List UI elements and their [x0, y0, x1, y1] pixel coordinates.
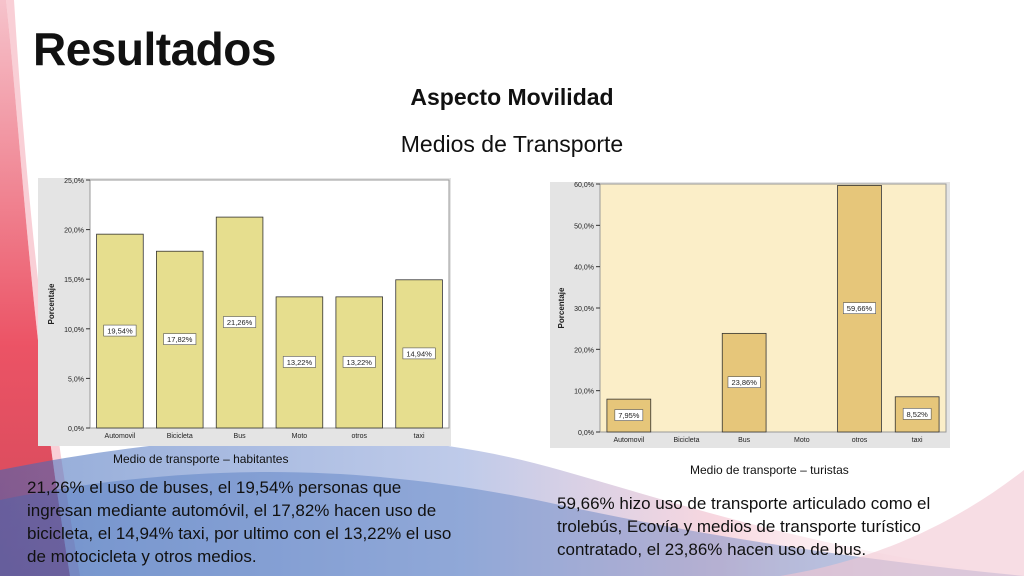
data-label-box — [614, 409, 644, 421]
x-tick-label: Moto — [794, 437, 810, 444]
data-label: 21,26% — [227, 318, 253, 327]
data-label-box — [402, 347, 436, 360]
x-tick-label: Bus — [234, 433, 247, 440]
y-tick-label: 40,0% — [574, 265, 594, 272]
x-tick-label: Bicicleta — [167, 433, 193, 440]
y-tick-label: 25,0% — [64, 178, 84, 185]
x-tick-label: Automovil — [105, 433, 136, 440]
data-label-box — [902, 408, 932, 420]
x-tick-label: taxi — [414, 433, 425, 440]
data-label: 7,95% — [618, 411, 640, 420]
y-tick-label: 15,0% — [64, 277, 84, 284]
data-label: 19,54% — [107, 327, 133, 336]
data-label: 13,22% — [347, 358, 373, 367]
data-label: 17,82% — [167, 335, 193, 344]
data-label-box — [842, 302, 876, 315]
y-tick-label: 60,0% — [574, 182, 594, 189]
slide-title: Resultados — [33, 23, 276, 75]
y-tick-label: 30,0% — [574, 306, 594, 313]
data-label: 59,66% — [847, 304, 873, 313]
x-tick-label: Bicicleta — [673, 437, 699, 444]
y-tick-label: 10,0% — [574, 389, 594, 396]
y-tick-label: 0,0% — [578, 430, 594, 437]
x-tick-label: Automovil — [613, 437, 644, 444]
description-habitantes: 21,26% el uso de buses, el 19,54% person… — [27, 478, 452, 566]
chart-turistas: 0,0% 10,0% 20,0% 30,0% 40,0% 50,0% 60,0% Porcen… — [550, 182, 950, 448]
data-label: 8,52% — [907, 410, 929, 419]
chart-caption-habitantes: Medio de transporte – habitantes — [113, 452, 289, 466]
slide-subtitle: Aspecto Movilidad — [410, 84, 614, 110]
data-label-box — [282, 356, 316, 368]
description-turistas: 59,66% hizo uso de transporte articulado… — [557, 494, 931, 559]
y-tick-label: 10,0% — [64, 327, 84, 334]
x-tick-label: otros — [351, 433, 367, 440]
x-tick-label: Moto — [292, 433, 308, 440]
x-tick-label: Bus — [738, 437, 751, 444]
data-label-box — [727, 376, 761, 388]
x-tick-label: taxi — [912, 437, 923, 444]
data-label-box — [163, 333, 197, 345]
chart-caption-turistas: Medio de transporte – turistas — [690, 463, 849, 477]
section-heading: Medios de Transporte — [400, 131, 624, 157]
data-label-box — [223, 316, 257, 328]
y-tick-label: 20,0% — [574, 347, 594, 354]
data-label: 14,94% — [406, 349, 432, 358]
plot-area — [89, 179, 450, 429]
data-label: 13,22% — [287, 358, 313, 367]
data-label-box — [103, 324, 137, 337]
y-axis-label: Porcentaje — [47, 283, 56, 324]
plot-area — [599, 183, 947, 433]
y-axis-label: Porcentaje — [557, 287, 566, 328]
x-tick-label: otros — [852, 437, 868, 444]
data-label-box — [342, 356, 376, 368]
data-label: 23,86% — [731, 378, 757, 387]
y-tick-label: 50,0% — [574, 223, 594, 230]
y-tick-label: 0,0% — [68, 426, 84, 433]
chart-habitantes: 0,0% 5,0% 10,0% 15,0% 20,0% 25,0% Porcentaje 19… — [38, 178, 451, 446]
y-tick-label: 5,0% — [68, 376, 84, 383]
y-tick-label: 20,0% — [64, 228, 84, 235]
